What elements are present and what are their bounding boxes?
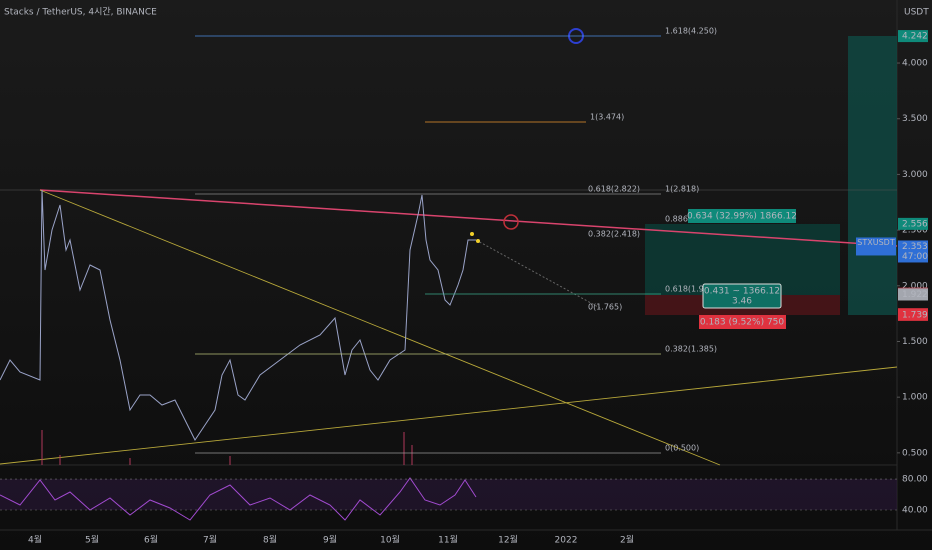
price-badge <box>898 288 928 301</box>
price-badge-label: 1.922 <box>902 290 928 300</box>
trend-line <box>39 189 898 247</box>
symbol-badge <box>856 237 896 256</box>
fib-label: 0(1.765) <box>588 303 622 312</box>
y-tick-label: 4.000 <box>902 59 928 69</box>
price-badge-label: 1.739 <box>902 310 928 320</box>
target-label: 0.634 (32.99%) 1866.12 <box>687 212 797 222</box>
ratio-label: 0.431 ~ 1366.12 <box>704 287 780 297</box>
price-badge-label: 2.353 <box>902 242 928 252</box>
x-tick-label: 2월 <box>620 534 634 546</box>
marker-dot <box>476 239 480 243</box>
currency: USDT <box>904 8 929 18</box>
x-tick-label: 2022 <box>555 536 578 546</box>
y-tick-label: 2.000 <box>902 281 928 291</box>
rsi-line <box>0 477 477 521</box>
price-badge <box>898 308 928 321</box>
x-tick-label: 8월 <box>263 534 277 546</box>
fib-label: 0.618(1.9 <box>665 285 704 294</box>
stop-label: 0.183 (9.52%) 750 <box>700 318 785 328</box>
y-tick-label: 3.000 <box>902 170 928 180</box>
rsi-tick-label: 40.00 <box>902 506 928 516</box>
fib-label: 0.382(1.385) <box>665 345 717 354</box>
target-label-box <box>688 209 796 223</box>
stop-label-box <box>699 315 786 329</box>
x-tick-label: 7월 <box>203 534 217 546</box>
price-badge <box>898 240 928 263</box>
x-tick-label: 10월 <box>380 534 400 546</box>
marker-circle <box>503 214 519 230</box>
symbol-label: STXUSDT <box>857 238 895 247</box>
fib-label: 1(2.818) <box>665 185 699 194</box>
x-tick-label: 12월 <box>498 534 518 546</box>
x-tick-label: 4월 <box>28 534 42 546</box>
projection-line <box>475 239 601 309</box>
fib-label: 0(0.500) <box>665 444 699 453</box>
trend-line <box>0 366 898 465</box>
y-tick-label: 1.500 <box>902 337 928 347</box>
price-badge-label: 2.556 <box>902 219 928 229</box>
fib-label: 0.618(2.822) <box>588 185 640 194</box>
countdown: 47:00 <box>902 252 928 262</box>
trend-line <box>39 189 721 466</box>
marker-dot <box>470 232 474 236</box>
x-tick-label: 11월 <box>438 534 458 546</box>
price-badge <box>898 30 928 43</box>
price-path <box>0 189 476 441</box>
rsi-band <box>0 479 897 510</box>
ratio-label: 3.46 <box>732 297 752 307</box>
volume-bars <box>41 430 413 465</box>
x-tick-label: 5월 <box>85 534 99 546</box>
symbol-title: Stacks / TetherUS, 4시간, BINANCE <box>4 7 157 18</box>
x-tick-label: 9월 <box>323 534 337 546</box>
fib-label: 1.618(4.250) <box>665 27 717 36</box>
fib-label: 1(3.474) <box>590 113 624 122</box>
price-badge-label: 4.242 <box>902 32 928 42</box>
y-tick-label: 2.500 <box>902 226 928 236</box>
y-tick-label: 3.500 <box>902 114 928 124</box>
y-tick-label: 1.000 <box>902 393 928 403</box>
x-tick-label: 6월 <box>144 534 158 546</box>
price-badge <box>898 217 928 230</box>
rsi-tick-label: 80.00 <box>902 475 928 485</box>
y-tick-label: 0.500 <box>902 448 928 458</box>
ratio-box <box>702 283 782 309</box>
long-position-box <box>848 36 897 315</box>
fib-label: 0.382(2.418) <box>588 230 640 239</box>
